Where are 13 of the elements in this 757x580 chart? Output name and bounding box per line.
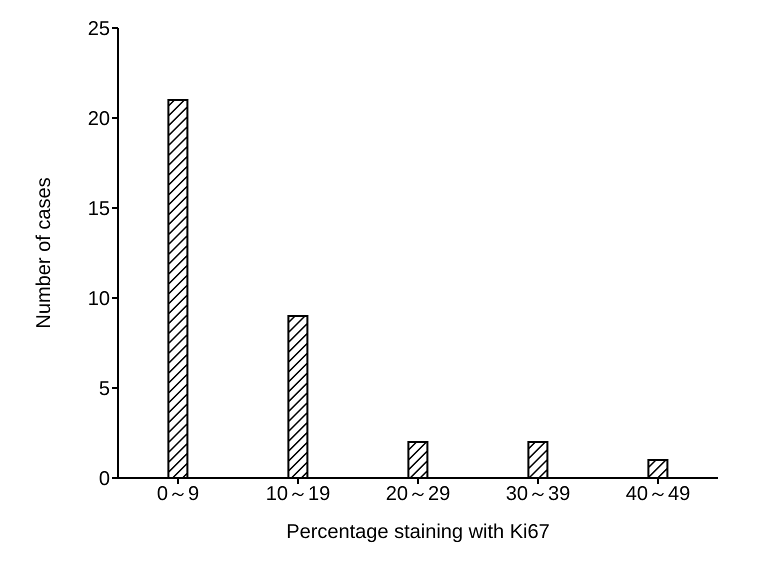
x-axis-title: Percentage staining with Ki67 <box>286 521 550 543</box>
y-axis-title: Number of cases <box>33 177 56 329</box>
y-tick-label: 20 <box>88 108 110 130</box>
x-tick-label: 20～29 <box>386 483 450 506</box>
y-tick-label: 10 <box>88 288 110 310</box>
x-tick-label: 30～39 <box>506 483 570 506</box>
x-tick-label: 40～49 <box>626 483 690 506</box>
y-tick-label: 25 <box>88 18 110 40</box>
y-tick-label: 5 <box>98 378 110 400</box>
x-tick-label: 10～19 <box>266 483 330 506</box>
y-tick-label: 15 <box>88 198 110 220</box>
y-tick-label: 0 <box>98 468 110 490</box>
x-tick-label: 0～9 <box>156 483 200 506</box>
